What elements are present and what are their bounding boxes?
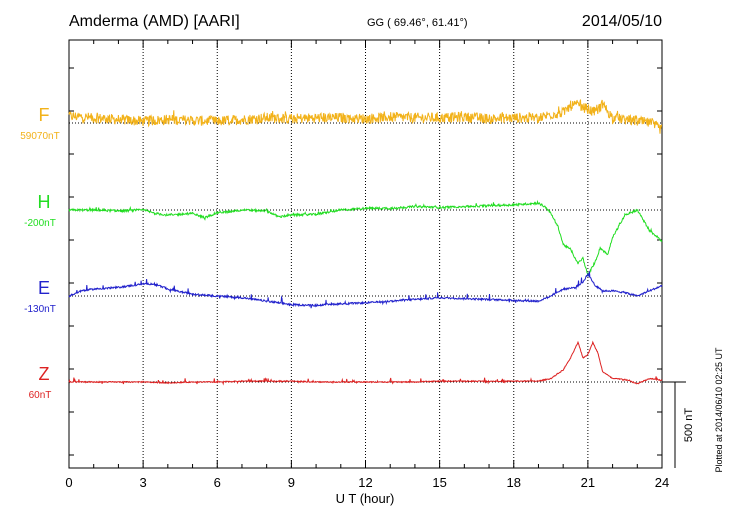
axis-ticks — [68, 40, 663, 468]
date-label: 2014/05/10 — [582, 13, 662, 30]
series-baseline-H: -200nT — [24, 218, 56, 229]
scale-bar-label: 500 nT — [683, 408, 695, 443]
series-baseline-Z: 60nT — [29, 390, 52, 401]
grid — [142, 40, 589, 468]
station-title: Amderma (AMD) [AARI] — [69, 13, 240, 30]
series-baseline-E: -130nT — [24, 304, 56, 315]
x-axis-label: U T (hour) — [336, 491, 395, 506]
series-name-E: E — [38, 278, 50, 298]
trace-H — [68, 199, 663, 277]
x-tick-label-6: 6 — [214, 475, 221, 490]
x-tick-label-24: 24 — [655, 475, 669, 490]
series-labels: F 59070nT H -200nT E -130nT Z 60nT — [20, 105, 59, 401]
x-tick-label-15: 15 — [432, 475, 446, 490]
station-coords: GG ( 69.46°, 61.41°) — [367, 17, 468, 29]
x-tick-label-18: 18 — [507, 475, 521, 490]
x-tick-labels: 0 3 6 9 12 15 18 21 24 — [65, 475, 669, 490]
series-name-Z: Z — [39, 364, 50, 384]
series-group — [68, 99, 663, 386]
plotted-timestamp: Plotted at 2014/06/10 02:25 UT — [714, 347, 724, 473]
series-baseline-F: 59070nT — [20, 131, 59, 142]
series-name-H: H — [38, 192, 51, 212]
trace-F — [68, 99, 663, 134]
series-name-F: F — [39, 105, 50, 125]
x-tick-label-12: 12 — [358, 475, 372, 490]
trace-Z — [68, 340, 663, 386]
scale-bar: 500 nT — [662, 381, 695, 468]
x-tick-label-3: 3 — [140, 475, 147, 490]
x-tick-label-0: 0 — [65, 475, 72, 490]
trace-E — [68, 271, 663, 309]
x-tick-label-21: 21 — [581, 475, 595, 490]
x-tick-label-9: 9 — [288, 475, 295, 490]
